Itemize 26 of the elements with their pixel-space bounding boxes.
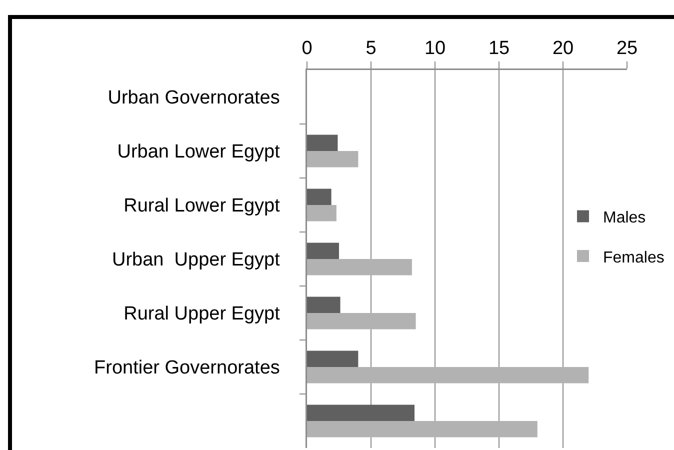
x-tick-label: 10	[424, 38, 446, 60]
bar	[307, 134, 338, 151]
bar	[307, 296, 340, 313]
bar	[307, 313, 416, 330]
bar	[307, 350, 358, 367]
bar	[307, 205, 336, 222]
x-tick-label: 25	[616, 38, 638, 60]
y-tick-label: Frontier Governorates	[94, 358, 280, 379]
bar	[307, 421, 538, 438]
y-tick-label: Urban Governorates	[108, 88, 280, 109]
y-tick-label: Rural Upper Egypt	[124, 304, 281, 325]
bar	[307, 242, 339, 259]
bar	[307, 259, 412, 276]
bar	[307, 367, 589, 384]
y-tick-label: Urban Lower Egypt	[117, 142, 281, 163]
x-tick-label: 20	[552, 38, 574, 60]
bar	[307, 188, 332, 205]
y-tick-label: Rural Lower Egypt	[124, 196, 281, 217]
x-tick-label: 5	[366, 38, 376, 60]
legend-label: Males	[603, 209, 646, 226]
x-tick-label: 0	[302, 38, 312, 60]
y-tick-label: Urban Upper Egypt	[112, 250, 281, 271]
x-tick-label: 15	[488, 38, 510, 60]
bar	[307, 151, 358, 168]
legend-label: Females	[603, 249, 664, 266]
bar	[307, 404, 415, 421]
